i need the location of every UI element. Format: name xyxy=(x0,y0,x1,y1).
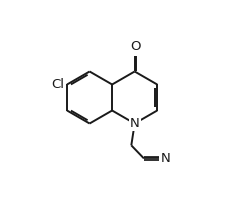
Text: N: N xyxy=(160,152,170,165)
Text: N: N xyxy=(129,117,139,130)
Text: Cl: Cl xyxy=(51,78,64,91)
Text: O: O xyxy=(130,39,140,53)
